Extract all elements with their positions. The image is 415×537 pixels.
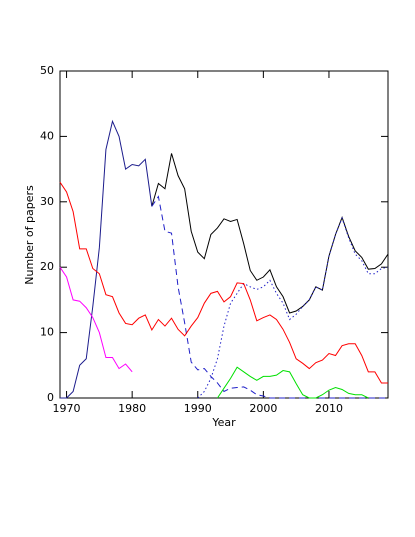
series-line <box>59 266 133 373</box>
y-tick-label: 50 <box>40 64 54 77</box>
plot-frame <box>59 70 389 399</box>
x-tick-label: 1970 <box>53 402 81 415</box>
x-axis-label: Year <box>211 416 236 429</box>
y-tick-label: 10 <box>40 326 54 339</box>
series-line <box>197 216 389 399</box>
series-line <box>151 195 388 399</box>
series-line <box>151 153 389 314</box>
x-tick-label: 1990 <box>184 402 212 415</box>
y-tick-label: 0 <box>47 391 54 404</box>
x-tick-label: 1980 <box>118 402 146 415</box>
y-tick-label: 20 <box>40 260 54 273</box>
y-tick-label: 40 <box>40 129 54 142</box>
series-line <box>217 366 369 399</box>
series-line <box>60 119 153 399</box>
x-tick-label: 2010 <box>315 402 343 415</box>
y-axis-label: Number of papers <box>23 185 36 285</box>
series-line <box>59 181 388 384</box>
y-tick-label: 30 <box>40 195 54 208</box>
x-tick-label: 2000 <box>249 402 277 415</box>
